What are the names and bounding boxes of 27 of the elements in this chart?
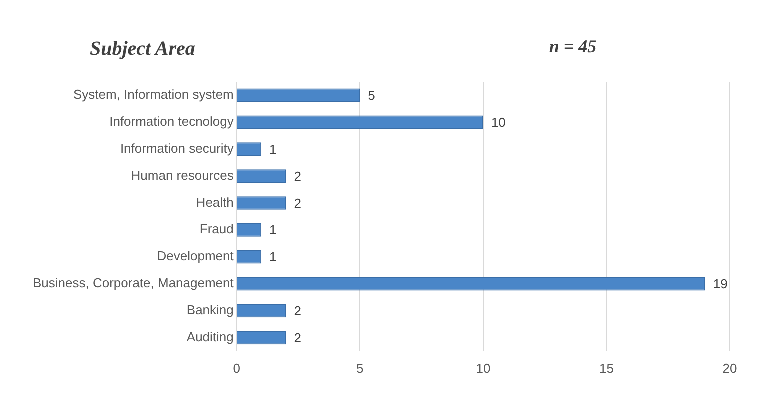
x-tick-label: 15 <box>599 360 614 376</box>
x-tick-label: 5 <box>356 360 364 376</box>
data-label: 2 <box>294 304 302 319</box>
y-tick-label: Banking <box>186 302 234 318</box>
y-tick-label: Fraud <box>200 222 234 237</box>
data-label: 1 <box>270 222 277 238</box>
y-tick-label: Auditing <box>186 330 234 345</box>
y-tick-label: Health <box>196 194 234 210</box>
y-tick-label: System, Information system <box>73 87 234 102</box>
y-tick-label: Business, Corporate, Management <box>32 276 234 291</box>
text: n = 45 <box>549 36 597 57</box>
data-label: 2 <box>294 168 302 184</box>
y-tick-label: Human resources <box>131 168 234 183</box>
data-label: 1 <box>270 250 277 265</box>
data-label: 2 <box>294 330 302 346</box>
x-tick-label: 20 <box>722 360 738 376</box>
data-label: 10 <box>491 114 506 130</box>
y-tick-label: Information security <box>120 140 234 156</box>
x-tick-label: 10 <box>476 360 491 376</box>
y-tick-label: Development <box>157 248 234 264</box>
chart-title: Subject Area <box>90 38 196 60</box>
data-label: 1 <box>270 142 277 157</box>
data-label: 19 <box>713 276 728 292</box>
y-tick-label: Information tecnology <box>110 114 234 129</box>
data-label: 5 <box>368 88 376 104</box>
data-label: 2 <box>294 196 302 211</box>
x-tick-label: 0 <box>233 360 240 376</box>
